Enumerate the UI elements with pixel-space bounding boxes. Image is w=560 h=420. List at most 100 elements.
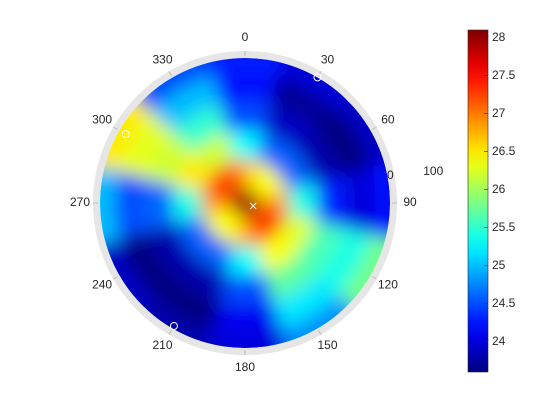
heat-cell	[255, 206, 288, 235]
theta-tick	[318, 330, 322, 335]
heat-cell	[245, 203, 260, 214]
heat-cell	[171, 104, 228, 153]
theta-tick-label: 300	[92, 113, 112, 127]
colorbar	[467, 29, 489, 373]
colorbar-tick-label: 26.5	[492, 144, 516, 158]
heat-cell	[234, 188, 245, 203]
theta-tick	[113, 126, 118, 130]
heat-cell	[174, 213, 215, 256]
heat-cell	[151, 76, 221, 133]
theta-tick-label: 0	[242, 30, 249, 44]
heat-cell	[143, 175, 176, 231]
r-tick-label: 100	[423, 164, 443, 178]
heat-cell	[314, 175, 347, 231]
colorbar-tick-label: 27	[492, 106, 506, 120]
heat-cell	[192, 233, 235, 274]
heat-cell	[225, 244, 265, 276]
heat-cell	[100, 150, 120, 256]
r-tick-label: 0	[387, 168, 394, 182]
heat-cell	[275, 150, 316, 193]
heat-cell	[118, 227, 175, 297]
heat-cell	[230, 192, 245, 203]
colorbar-tick-label: 28	[492, 30, 506, 44]
heat-cell	[171, 253, 228, 302]
heat-cell	[174, 150, 215, 193]
heatmap	[100, 58, 390, 348]
theta-tick-label: 270	[70, 195, 90, 209]
theta-tick	[372, 126, 377, 130]
theta-tick-label: 180	[235, 360, 255, 374]
heat-cell	[209, 300, 281, 334]
theta-tick-label: 330	[152, 52, 172, 66]
heat-cell	[114, 167, 148, 239]
colorbar-tick-label: 24.5	[492, 296, 516, 310]
theta-tick-label: 30	[321, 52, 335, 66]
heat-cell	[245, 188, 256, 203]
heat-cell	[262, 253, 319, 302]
heat-cell	[245, 192, 260, 203]
theta-tick-label: 120	[378, 278, 398, 292]
heat-cell	[202, 206, 235, 235]
heat-cell	[217, 101, 273, 134]
heat-cell	[295, 129, 344, 186]
marker-circle	[169, 322, 178, 331]
heat-cell	[269, 76, 339, 133]
colorbar-tick-label: 25	[492, 258, 506, 272]
heat-cell	[217, 272, 273, 305]
heat-cell	[295, 220, 344, 277]
heat-cell	[213, 160, 242, 193]
heat-cell	[286, 183, 318, 223]
colorbar-tick-label: 26	[492, 182, 506, 196]
cells	[100, 58, 390, 348]
heat-cell	[255, 132, 298, 173]
heat-cell	[315, 227, 372, 297]
marker-circle	[313, 73, 322, 82]
colorbar-tick-label: 24	[492, 334, 506, 348]
heat-cell	[241, 203, 249, 218]
heat-cell	[172, 183, 204, 223]
heat-cell	[248, 160, 277, 193]
heat-cell	[234, 203, 245, 218]
theta-tick-label: 60	[381, 113, 395, 127]
colorbar-tick-label: 27.5	[492, 68, 516, 82]
heat-cell	[151, 273, 221, 330]
colorbar-tick-label: 25.5	[492, 220, 516, 234]
heat-cell	[146, 129, 195, 186]
theta-tick	[113, 276, 118, 280]
heat-cell	[248, 213, 277, 246]
heat-cell	[230, 199, 245, 207]
heat-cell	[275, 213, 316, 256]
heat-cell	[225, 130, 265, 162]
heat-cell	[255, 171, 288, 200]
heat-cell	[192, 58, 298, 78]
heat-cell	[269, 273, 339, 330]
heat-cell	[241, 188, 249, 203]
marker-x	[249, 202, 257, 210]
heat-cell	[315, 109, 372, 179]
heat-cell	[118, 109, 175, 179]
heat-cell	[370, 150, 390, 256]
heat-cell	[255, 233, 298, 274]
heat-cell	[230, 203, 245, 214]
heat-cell	[213, 213, 242, 246]
theta-tick	[318, 71, 322, 76]
heat-cell	[262, 104, 319, 153]
heat-cell	[202, 171, 235, 200]
heat-cell	[146, 220, 195, 277]
theta-tick-label: 210	[152, 338, 172, 352]
theta-tick-label: 90	[403, 195, 417, 209]
theta-tick	[168, 330, 172, 335]
overlay: 0 30 60 90 120 150 180 210 240 270 300 330 0 100	[70, 30, 444, 374]
theta-tick	[372, 276, 377, 280]
heat-cell	[209, 72, 281, 106]
theta-tick-label: 240	[92, 278, 112, 292]
theta-tick-label: 150	[317, 338, 337, 352]
heat-cell	[245, 203, 256, 218]
heat-cell	[245, 199, 260, 207]
heat-cell	[192, 328, 298, 348]
heat-cell	[342, 167, 376, 239]
heat-cell	[192, 132, 235, 173]
marker-circle	[121, 130, 130, 139]
theta-tick	[168, 71, 172, 76]
